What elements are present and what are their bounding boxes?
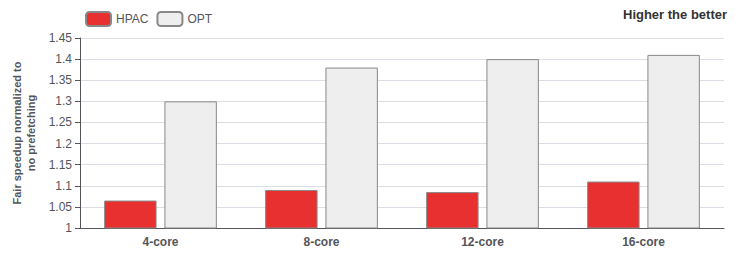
svg-text:OPT: OPT bbox=[187, 12, 212, 26]
svg-text:1.2: 1.2 bbox=[55, 137, 72, 151]
svg-text:1.3: 1.3 bbox=[55, 94, 72, 108]
svg-text:1.25: 1.25 bbox=[49, 115, 73, 129]
svg-text:1.15: 1.15 bbox=[49, 158, 73, 172]
svg-text:Higher the better: Higher the better bbox=[623, 7, 727, 22]
svg-text:12-core: 12-core bbox=[461, 235, 504, 249]
svg-text:HPAC: HPAC bbox=[116, 12, 149, 26]
svg-text:1.1: 1.1 bbox=[55, 179, 72, 193]
svg-text:1: 1 bbox=[65, 221, 72, 235]
svg-text:4-core: 4-core bbox=[142, 235, 178, 249]
svg-text:1.35: 1.35 bbox=[49, 73, 73, 87]
svg-text:16-core: 16-core bbox=[622, 235, 665, 249]
svg-text:1.05: 1.05 bbox=[49, 200, 73, 214]
svg-text:no prefetching: no prefetching bbox=[25, 95, 37, 171]
svg-text:1.45: 1.45 bbox=[49, 31, 73, 45]
svg-text:1.4: 1.4 bbox=[55, 52, 72, 66]
svg-text:Fair speedup normalized to: Fair speedup normalized to bbox=[11, 61, 23, 204]
svg-text:8-core: 8-core bbox=[303, 235, 339, 249]
